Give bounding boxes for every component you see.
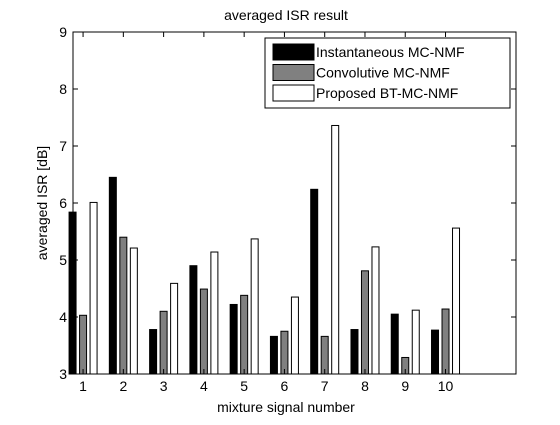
bar-series-3-cat-10 xyxy=(452,227,461,375)
bar-series-2-cat-6 xyxy=(280,330,289,375)
bar-series-3-cat-5 xyxy=(250,238,259,375)
bar-series-1-cat-3 xyxy=(149,329,158,375)
bar-series-2-cat-8 xyxy=(360,270,369,375)
bar-series-1-cat-8 xyxy=(350,329,359,375)
x-tick-label: 2 xyxy=(119,378,127,394)
y-tick-label: 9 xyxy=(59,24,67,40)
bar-series-2-cat-10 xyxy=(441,308,450,375)
legend-swatch-2 xyxy=(272,64,315,81)
x-tick-label: 9 xyxy=(401,378,409,394)
y-tick-label: 4 xyxy=(59,309,67,325)
bar-series-2-cat-5 xyxy=(240,294,249,375)
bar-series-3-cat-4 xyxy=(210,251,219,375)
bar-series-1-cat-5 xyxy=(229,303,238,375)
chart-title: averaged ISR result xyxy=(224,7,348,23)
legend-label-2: Convolutive MC-NMF xyxy=(316,65,450,81)
legend-swatch-3 xyxy=(272,84,315,102)
x-tick-label: 6 xyxy=(281,378,289,394)
legend: Instantaneous MC-NMF Convolutive MC-NMF Pr… xyxy=(264,37,511,109)
y-tick-label: 3 xyxy=(59,366,67,382)
bar-series-1-cat-9 xyxy=(390,313,399,375)
bar-series-1-cat-4 xyxy=(189,265,198,375)
axis-ticks-group: 3 4 5 6 7 8 9 1 2 3 4 5 6 7 8 9 10 xyxy=(59,24,516,394)
legend-label-3: Proposed BT-MC-NMF xyxy=(316,85,458,101)
bars-group xyxy=(68,124,461,375)
x-tick-label: 4 xyxy=(200,378,208,394)
bar-series-2-cat-3 xyxy=(159,310,168,375)
bar-series-1-cat-10 xyxy=(431,329,440,375)
bar-series-2-cat-1 xyxy=(79,314,88,375)
x-tick-label: 10 xyxy=(438,378,454,394)
x-tick-label: 5 xyxy=(240,378,248,394)
bar-series-3-cat-2 xyxy=(129,247,138,375)
bar-series-2-cat-7 xyxy=(320,335,329,375)
y-tick-label: 6 xyxy=(59,195,67,211)
y-axis-label: averaged ISR [dB] xyxy=(34,146,50,260)
bar-series-3-cat-6 xyxy=(290,296,299,375)
x-axis-label: mixture signal number xyxy=(217,399,355,415)
x-tick-label: 3 xyxy=(160,378,168,394)
bar-series-3-cat-7 xyxy=(331,124,340,375)
y-tick-label: 5 xyxy=(59,252,67,268)
bar-series-2-cat-4 xyxy=(199,288,208,375)
legend-label-1: Instantaneous MC-NMF xyxy=(316,44,465,60)
bar-series-3-cat-8 xyxy=(371,246,380,375)
bar-series-1-cat-7 xyxy=(310,188,319,375)
bar-series-1-cat-2 xyxy=(108,176,117,375)
bar-series-3-cat-9 xyxy=(411,309,420,375)
y-tick-label: 7 xyxy=(59,138,67,154)
legend-swatch-1 xyxy=(272,43,315,61)
x-tick-label: 1 xyxy=(79,378,87,394)
bar-series-2-cat-2 xyxy=(119,236,128,375)
bar-series-3-cat-3 xyxy=(170,282,179,375)
bar-series-3-cat-1 xyxy=(89,201,98,375)
x-tick-label: 8 xyxy=(361,378,369,394)
bar-series-1-cat-6 xyxy=(269,335,278,375)
x-tick-label: 7 xyxy=(321,378,329,394)
y-tick-label: 8 xyxy=(59,81,67,97)
